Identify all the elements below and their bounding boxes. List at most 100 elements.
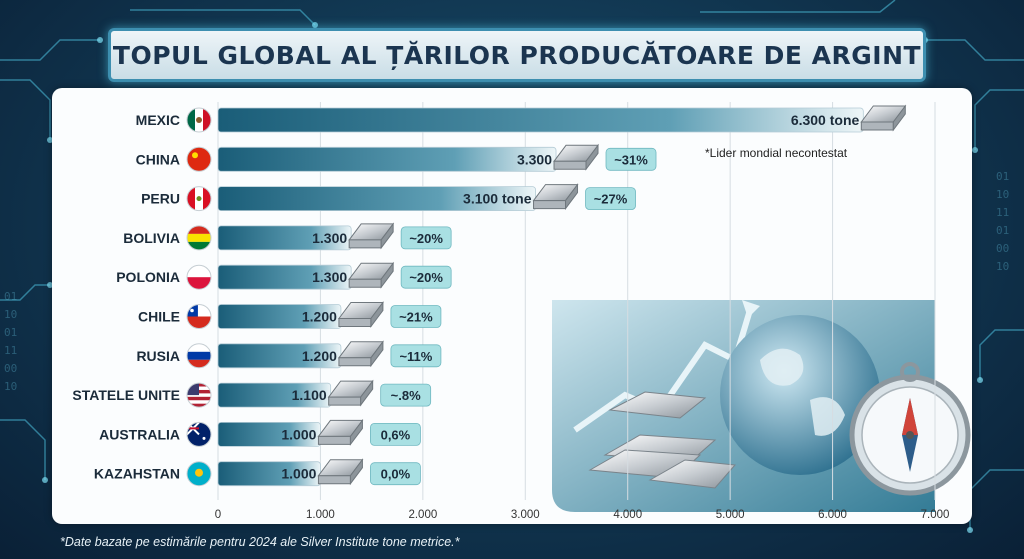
usa-flag-icon bbox=[186, 382, 212, 408]
percent-badge: ~21% bbox=[390, 305, 442, 328]
silver-ingot-icon bbox=[327, 379, 374, 407]
value-label: 3.300 bbox=[517, 151, 552, 167]
bar-row: POLONIA 1.300 ~20% bbox=[116, 261, 452, 290]
bolivia-flag-icon bbox=[186, 225, 212, 251]
percent-label: ~.8% bbox=[391, 388, 421, 403]
svg-text:00: 00 bbox=[4, 362, 17, 375]
x-tick-label: 3.000 bbox=[511, 509, 540, 521]
chile-flag-icon bbox=[186, 304, 212, 329]
x-tick-label: 1.000 bbox=[306, 509, 335, 521]
percent-badge: ~27% bbox=[585, 187, 636, 211]
svg-text:10: 10 bbox=[996, 188, 1009, 201]
bars-group: MEXIC 6.300 tone CHINA 3.300 ~31% PERU 3.100 t… bbox=[72, 104, 907, 487]
svg-text:01: 01 bbox=[996, 170, 1009, 183]
percent-badge: 0,6% bbox=[370, 422, 421, 446]
category-label: STATELE UNITE bbox=[72, 387, 180, 403]
silver-ingot-icon bbox=[337, 340, 384, 368]
percent-badge: 0,0% bbox=[370, 462, 421, 486]
percent-label: ~31% bbox=[614, 152, 648, 167]
leader-note: *Lider mondial necontestat bbox=[705, 146, 848, 160]
silver-ingot-icon bbox=[317, 458, 364, 486]
mexico-flag-icon bbox=[186, 107, 212, 133]
silver-ingot-icon bbox=[337, 301, 384, 328]
bar bbox=[217, 146, 557, 172]
kazakhstan-flag-icon bbox=[186, 461, 212, 487]
chart-title: TOPUL GLOBAL AL ȚĂRILOR PRODUCĂTOARE DE … bbox=[112, 40, 922, 70]
x-tick-label: 7.000 bbox=[921, 509, 950, 521]
bar-row: KAZAHSTAN 1.000 0,0% bbox=[94, 458, 421, 487]
bar-row: BOLIVIA 1.300 ~20% bbox=[123, 222, 452, 251]
svg-text:10: 10 bbox=[4, 308, 17, 321]
bar-row: AUSTRALIA 1.000 0,6% bbox=[99, 418, 421, 447]
percent-badge: ~20% bbox=[400, 265, 452, 289]
category-label: CHILE bbox=[138, 309, 180, 325]
category-label: RUSIA bbox=[136, 348, 180, 364]
bar-row: RUSIA 1.200 ~11% bbox=[136, 340, 442, 369]
value-label: 3.100 tone bbox=[463, 191, 532, 207]
australia-flag-icon bbox=[186, 421, 212, 447]
x-tick-label: 4.000 bbox=[613, 509, 642, 521]
bar bbox=[217, 107, 864, 133]
category-label: POLONIA bbox=[116, 269, 180, 285]
category-label: KAZAHSTAN bbox=[94, 466, 180, 482]
percent-badge: ~31% bbox=[605, 147, 657, 171]
bar-row: CHINA 3.300 ~31% bbox=[136, 143, 657, 172]
silver-ingots-icon bbox=[588, 391, 737, 489]
bar-row: CHILE 1.200 ~21% bbox=[138, 301, 442, 329]
percent-label: ~11% bbox=[399, 349, 432, 364]
silver-ingot-icon bbox=[317, 418, 364, 446]
percent-label: 0,0% bbox=[381, 467, 411, 482]
bar-row: MEXIC 6.300 tone bbox=[136, 104, 907, 133]
svg-text:01: 01 bbox=[996, 224, 1009, 237]
compass-icon bbox=[849, 362, 971, 496]
svg-text:01: 01 bbox=[4, 326, 17, 339]
svg-text:11: 11 bbox=[996, 206, 1009, 219]
value-label: 6.300 tone bbox=[791, 112, 860, 128]
decorative-illustration bbox=[552, 300, 971, 512]
svg-text:00: 00 bbox=[996, 242, 1009, 255]
footnote: *Date bazate pe estimările pentru 2024 a… bbox=[60, 535, 460, 549]
china-flag-icon bbox=[186, 146, 212, 172]
svg-text:10: 10 bbox=[4, 380, 17, 393]
x-axis-ticks: 0 1.000 2.000 3.000 4.000 5.000 6.000 7.000 bbox=[215, 509, 950, 521]
bar-row: PERU 3.100 tone ~27% bbox=[141, 183, 636, 212]
category-label: AUSTRALIA bbox=[99, 426, 180, 442]
x-tick-label: 2.000 bbox=[408, 509, 437, 521]
x-tick-label: 6.000 bbox=[818, 509, 847, 521]
value-label: 1.100 bbox=[292, 387, 327, 403]
category-label: PERU bbox=[141, 191, 180, 207]
globe-icon bbox=[720, 315, 880, 475]
silver-ingot-icon bbox=[348, 261, 395, 289]
percent-badge: ~11% bbox=[390, 344, 442, 368]
value-label: 1.300 bbox=[312, 230, 347, 246]
silver-ingot-icon bbox=[860, 104, 907, 132]
percent-label: ~20% bbox=[409, 270, 443, 285]
percent-label: 0,6% bbox=[381, 427, 411, 442]
silver-ingot-icon bbox=[553, 143, 600, 171]
percent-label: ~27% bbox=[594, 192, 628, 207]
percent-badge: ~20% bbox=[400, 226, 452, 250]
value-label: 1.000 bbox=[281, 466, 316, 482]
svg-text:10: 10 bbox=[996, 260, 1009, 273]
percent-badge: ~.8% bbox=[380, 383, 432, 407]
value-label: 1.300 bbox=[312, 269, 347, 285]
percent-label: ~20% bbox=[409, 231, 443, 246]
x-tick-label: 0 bbox=[215, 509, 221, 521]
x-tick-label: 5.000 bbox=[716, 509, 745, 521]
silver-ingot-icon bbox=[532, 183, 579, 211]
silver-ingot-icon bbox=[348, 222, 395, 250]
value-label: 1.200 bbox=[302, 309, 337, 325]
russia-flag-icon bbox=[186, 343, 212, 369]
svg-text:01: 01 bbox=[4, 290, 17, 303]
category-label: MEXIC bbox=[136, 112, 180, 128]
bar-row: STATELE UNITE 1.100 ~.8% bbox=[72, 379, 432, 408]
value-label: 1.000 bbox=[281, 426, 316, 442]
title-banner: TOPUL GLOBAL AL ȚĂRILOR PRODUCĂTOARE DE … bbox=[108, 28, 926, 82]
svg-text:11: 11 bbox=[4, 344, 17, 357]
percent-label: ~21% bbox=[399, 310, 433, 325]
value-label: 1.200 bbox=[302, 348, 337, 364]
category-label: CHINA bbox=[136, 151, 180, 167]
peru-flag-icon bbox=[186, 186, 212, 212]
